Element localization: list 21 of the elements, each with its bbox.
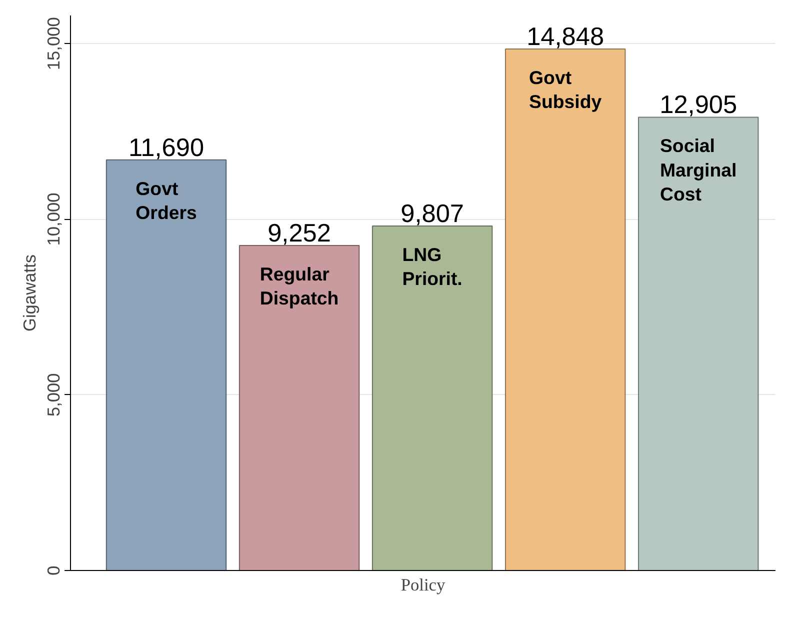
data-label: 14,848: [526, 22, 604, 51]
x-tick-label: Social Marginal Cost: [660, 135, 737, 204]
y-axis-title: Gigawatts: [20, 254, 40, 332]
data-label: 11,690: [128, 134, 204, 162]
y-tick-label: 0: [44, 566, 64, 576]
data-label: 9,252: [268, 220, 331, 248]
x-tick-label: Govt Orders: [136, 178, 197, 224]
bar: [504, 48, 626, 570]
x-tick-label: LNG Priorit.: [402, 244, 462, 290]
y-tick-label: 10,000: [44, 192, 64, 246]
bar: [372, 226, 493, 570]
y-tick-label: 15,000: [44, 17, 64, 70]
bar: [106, 159, 227, 570]
data-label: 12,905: [660, 91, 738, 120]
x-tick-label: Regular Dispatch: [260, 264, 339, 309]
data-label: 9,807: [400, 200, 464, 228]
x-tick-label: Govt Subsidy: [529, 66, 602, 112]
x-axis-title: Policy: [400, 576, 446, 594]
bar: [638, 116, 759, 570]
y-tick-label: 5,000: [44, 373, 64, 417]
bar: [238, 245, 360, 570]
